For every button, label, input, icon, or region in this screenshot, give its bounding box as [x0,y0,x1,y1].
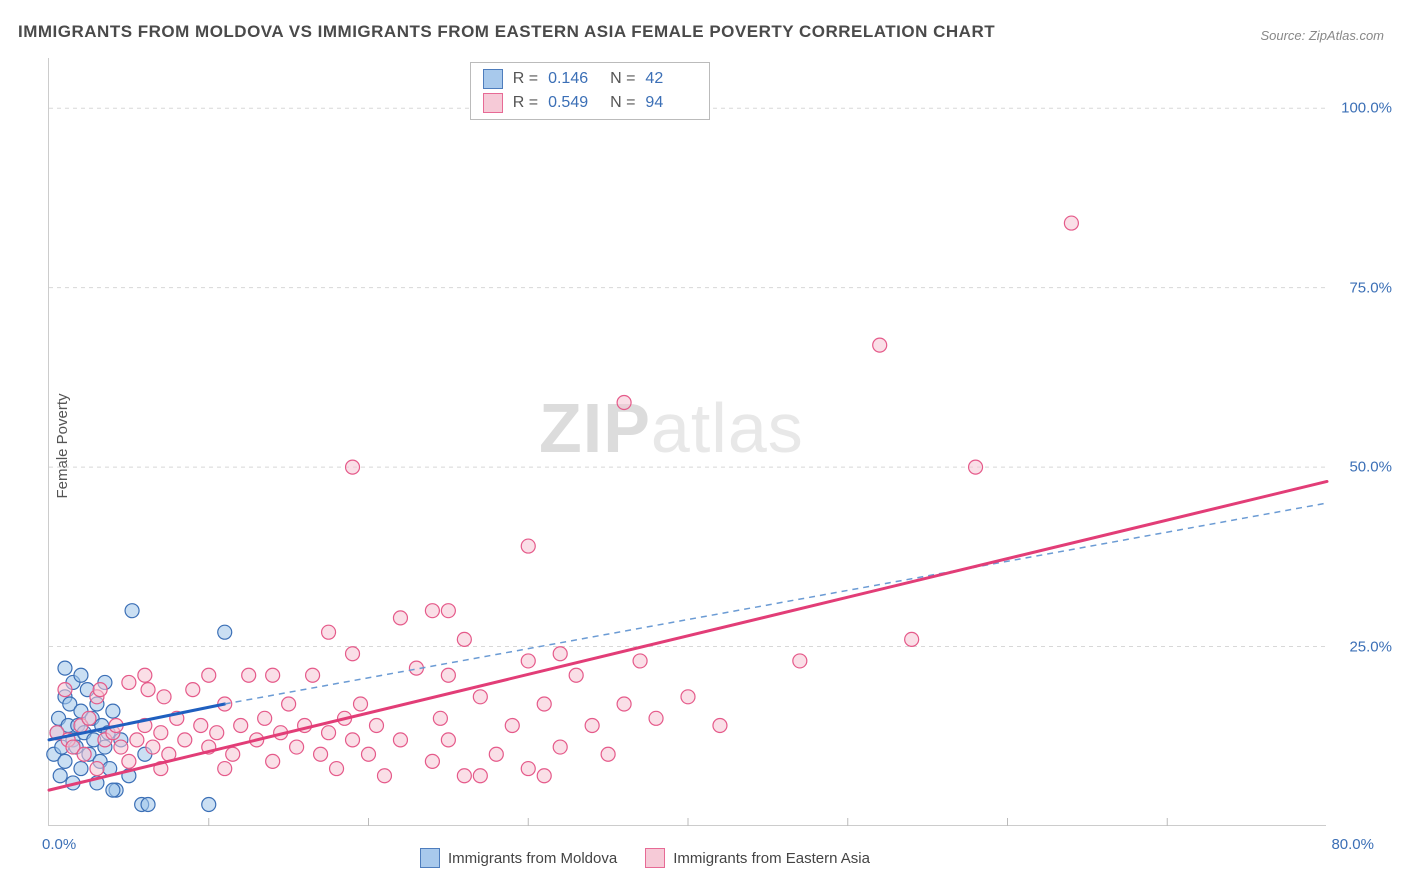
legend-label-easia: Immigrants from Eastern Asia [673,850,870,867]
y-tick-50: 50.0% [1349,459,1392,476]
swatch-moldova [483,69,503,89]
source-attribution: Source: ZipAtlas.com [1260,28,1384,43]
n-label-2: N = [610,94,635,112]
plot-svg [49,58,1326,825]
swatch-easia [483,93,503,113]
bottom-legend: Immigrants from Moldova Immigrants from … [420,848,870,868]
legend-item-moldova: Immigrants from Moldova [420,848,617,868]
stats-row-easia: R = 0.549 N = 94 [471,91,710,115]
y-tick-100: 100.0% [1341,100,1392,117]
r-value-moldova: 0.146 [548,70,600,88]
n-value-moldova: 42 [645,70,697,88]
n-label: N = [610,70,635,88]
n-value-easia: 94 [645,94,697,112]
r-label: R = [513,70,538,88]
stats-legend: R = 0.146 N = 42 R = 0.549 N = 94 [470,62,711,120]
legend-swatch-moldova [420,848,440,868]
y-tick-75: 75.0% [1349,279,1392,296]
r-value-easia: 0.549 [548,94,600,112]
plot-area: ZIPatlas [48,58,1326,826]
legend-item-easia: Immigrants from Eastern Asia [645,848,870,868]
y-tick-25: 25.0% [1349,638,1392,655]
chart-title: IMMIGRANTS FROM MOLDOVA VS IMMIGRANTS FR… [18,22,995,42]
x-tick-0: 0.0% [42,836,76,853]
legend-label-moldova: Immigrants from Moldova [448,850,617,867]
legend-swatch-easia [645,848,665,868]
r-label-2: R = [513,94,538,112]
stats-row-moldova: R = 0.146 N = 42 [471,67,710,91]
chart-container: IMMIGRANTS FROM MOLDOVA VS IMMIGRANTS FR… [0,0,1406,892]
x-tick-80: 80.0% [1331,836,1374,853]
